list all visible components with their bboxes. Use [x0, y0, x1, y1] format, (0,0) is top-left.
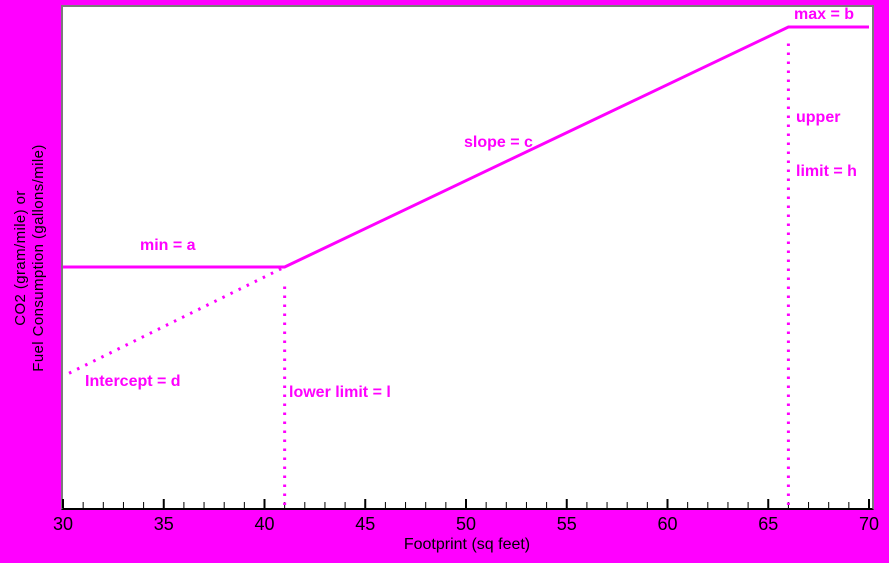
- annotation-lower-limit: lower limit = l: [289, 384, 391, 401]
- annotation-max: max = b: [794, 6, 855, 23]
- x-tick-label-35: 35: [153, 514, 174, 534]
- annotation-upper-limit-line2: limit = h: [796, 163, 857, 180]
- annotation-intercept: Intercept = d: [85, 373, 181, 390]
- x-tick-label-55: 55: [556, 514, 577, 534]
- x-tick-label-70: 70: [858, 514, 880, 534]
- plot-area: [61, 5, 874, 510]
- x-tick-label-50: 50: [455, 514, 477, 534]
- intercept-extension-line: [68, 265, 286, 375]
- annotation-slope: slope = c: [464, 134, 533, 151]
- x-tick-label-40: 40: [254, 514, 275, 534]
- annotation-min: min = a: [140, 237, 196, 254]
- y-axis-label-line1: CO2 (gram/mile) or: [12, 190, 29, 326]
- x-tick-label-45: 45: [355, 514, 376, 534]
- annotation-upper-limit-line1: upper: [796, 109, 841, 126]
- annotation-upper-limit: upper limit = h: [796, 73, 857, 217]
- x-tick-label-60: 60: [657, 514, 678, 534]
- y-axis-label: CO2 (gram/mile) or Fuel Consumption (gal…: [12, 8, 48, 508]
- plot-lines-svg: [62, 25, 870, 508]
- y-axis-label-line2: Fuel Consumption (gallons/mile): [30, 144, 47, 372]
- x-axis-title: Footprint (sq feet): [403, 536, 531, 553]
- footprint-standard-curve-line: [63, 25, 869, 269]
- x-tick-label-65: 65: [758, 514, 779, 534]
- x-tick-label-30: 30: [52, 514, 74, 534]
